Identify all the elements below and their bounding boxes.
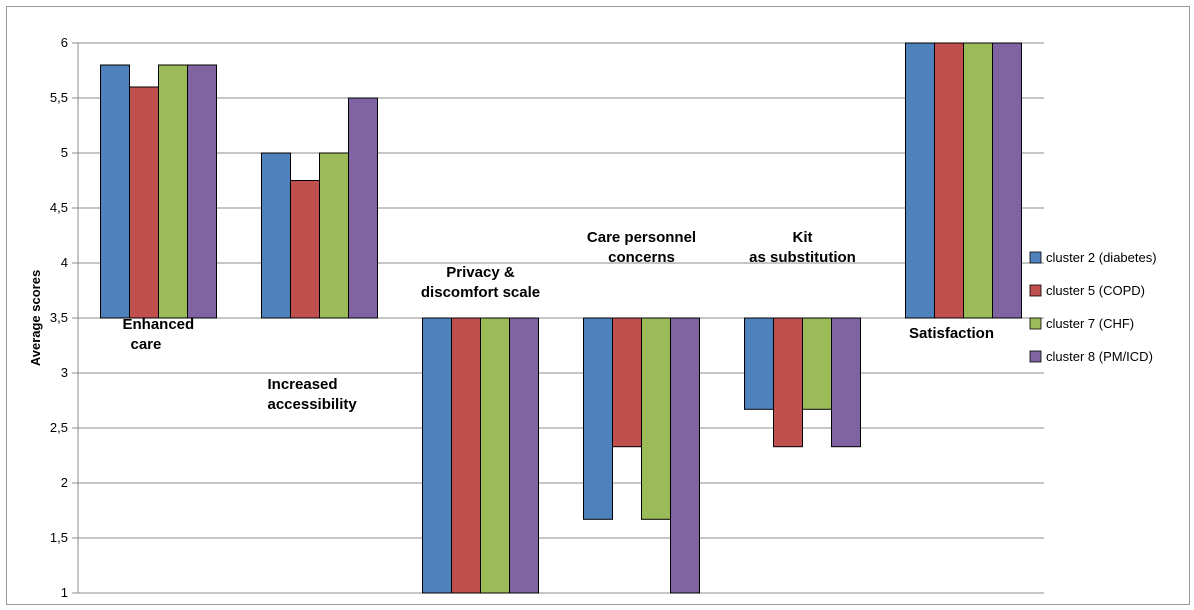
bar [480,317,510,594]
bar [290,180,320,319]
y-tick-label: 3,5 [50,310,68,325]
bar [187,64,217,319]
y-axis-label: Average scores [28,270,43,366]
y-tick-label: 2 [61,475,68,490]
category-label: discomfort scale [421,284,540,301]
bar [158,64,188,319]
bar [641,317,671,520]
y-tick-labels: 1 1,5 2 2,5 3 3,5 4 4,5 5 5,5 6 [50,35,68,600]
category-label: Care personnel [587,229,696,246]
category-label: as substitution [749,249,856,266]
bar [992,42,1022,319]
bar [744,317,774,410]
legend-swatch [1029,317,1042,330]
gridlines [72,42,1044,594]
legend-label: cluster 2 (diabetes) [1046,250,1157,265]
category-label: Satisfaction [909,325,994,342]
y-tick-label: 1 [61,585,68,600]
bar [319,152,349,319]
legend-swatch [1029,350,1042,363]
bars [100,42,1022,594]
bar [583,317,613,520]
category-label: Enhanced [123,316,195,333]
category-label: care [131,336,162,353]
y-tick-label: 4 [61,255,68,270]
bar [773,317,803,448]
bar [934,42,964,319]
y-tick-label: 6 [61,35,68,50]
y-tick-label: 2,5 [50,420,68,435]
legend: cluster 2 (diabetes) cluster 5 (COPD) clus… [1029,250,1157,364]
bar [100,64,130,319]
legend-swatch [1029,251,1042,264]
category-label: Privacy & [446,264,515,281]
bar [451,317,481,594]
legend-swatch [1029,284,1042,297]
y-tick-label: 4,5 [50,200,68,215]
y-tick-label: 3 [61,365,68,380]
legend-label: cluster 7 (CHF) [1046,316,1134,331]
bar [802,317,832,410]
bar [963,42,993,319]
bar [261,152,291,319]
legend-label: cluster 5 (COPD) [1046,283,1145,298]
category-label: Kit [793,229,813,246]
bar [509,317,539,594]
category-label: concerns [608,249,675,266]
y-tick-label: 5 [61,145,68,160]
bar [129,86,159,319]
bar [422,317,452,594]
bar [670,317,700,594]
y-tick-label: 1,5 [50,530,68,545]
bar [612,317,642,448]
category-labels: Enhanced care Increased accessibility Privac… [123,229,995,413]
legend-label: cluster 8 (PM/ICD) [1046,349,1153,364]
bar [831,317,861,448]
category-label: Increased [268,376,338,393]
y-tick-label: 5,5 [50,90,68,105]
category-label: accessibility [268,396,358,413]
bar [348,97,378,319]
bar [905,42,935,319]
